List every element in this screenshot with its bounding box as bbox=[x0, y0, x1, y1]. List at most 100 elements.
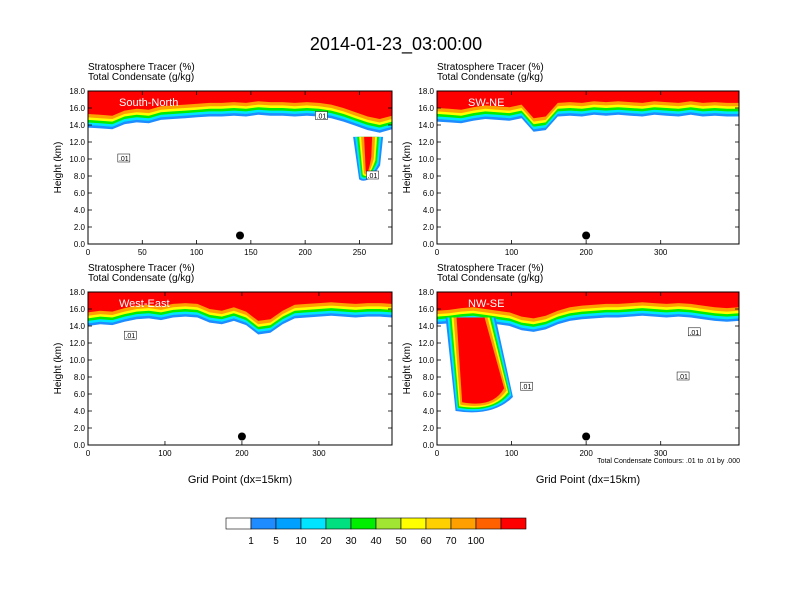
y-tick-label: 0.0 bbox=[423, 240, 435, 249]
contour-label-box bbox=[688, 327, 701, 337]
panel-header-tracer: Stratosphere Tracer (%) bbox=[437, 263, 544, 274]
y-tick-label: 2.0 bbox=[74, 424, 86, 433]
x-tick-label: 200 bbox=[579, 248, 593, 257]
y-tick-label: 14.0 bbox=[418, 322, 434, 331]
contour-label-box bbox=[315, 111, 328, 120]
y-tick-label: 6.0 bbox=[423, 390, 435, 399]
y-tick-label: 12.0 bbox=[418, 339, 434, 348]
x-tick-label: 100 bbox=[505, 449, 519, 458]
y-tick-label: 16.0 bbox=[418, 104, 434, 113]
y-tick-label: 4.0 bbox=[423, 206, 435, 215]
panel-label: West-East bbox=[119, 298, 170, 310]
y-tick-label: 14.0 bbox=[69, 121, 85, 130]
colorbar: 1 5 10 20 30 40 50 60 70 100 bbox=[225, 517, 527, 547]
chart-panel-1: Stratosphere Tracer (%)Total Condensate … bbox=[53, 62, 393, 257]
colorbar-swatch-11 bbox=[475, 517, 502, 530]
location-marker bbox=[236, 231, 244, 240]
colorbar-swatch-3 bbox=[275, 517, 302, 530]
x-tick-label: 250 bbox=[353, 248, 367, 257]
contour-footnote: Total Condensate Contours: .01 to .01 by… bbox=[597, 458, 740, 465]
y-tick-label: 10.0 bbox=[418, 155, 434, 164]
y-tick-label: 8.0 bbox=[74, 373, 86, 382]
y-tick-label: 0.0 bbox=[74, 441, 86, 450]
y-tick-label: 10.0 bbox=[69, 155, 85, 164]
y-axis-label: Height (km) bbox=[53, 343, 64, 395]
tracer-field bbox=[437, 91, 739, 132]
colorbar-swatch-2 bbox=[250, 517, 277, 530]
colorbar-swatch-8 bbox=[400, 517, 427, 530]
x-tick-label: 300 bbox=[312, 449, 326, 458]
location-marker bbox=[237, 432, 246, 441]
contour-label: .01 bbox=[678, 374, 688, 381]
panel-header-condensate: Total Condensate (g/kg) bbox=[88, 273, 194, 284]
y-tick-label: 14.0 bbox=[69, 322, 85, 331]
y-tick-label: 16.0 bbox=[69, 305, 85, 314]
colorbar-label: 10 bbox=[295, 536, 307, 547]
x-tick-label: 300 bbox=[654, 248, 668, 257]
x-tick-label: 0 bbox=[86, 449, 91, 458]
panel-header-condensate: Total Condensate (g/kg) bbox=[437, 273, 543, 284]
colorbar-swatch-12 bbox=[500, 517, 527, 530]
y-tick-label: 18.0 bbox=[418, 288, 434, 297]
panel-label: SW-NE bbox=[468, 97, 504, 109]
y-tick-label: 0.0 bbox=[74, 240, 86, 249]
colorbar-label: 50 bbox=[395, 536, 407, 547]
location-marker bbox=[582, 231, 591, 240]
x-tick-label: 50 bbox=[138, 248, 147, 257]
x-tick-label: 200 bbox=[298, 248, 312, 257]
contour-label-box bbox=[117, 153, 131, 163]
y-tick-label: 18.0 bbox=[418, 87, 434, 96]
x-tick-label: 200 bbox=[235, 449, 249, 458]
x-tick-label: 100 bbox=[158, 449, 172, 458]
contour-label: .01 bbox=[522, 384, 532, 391]
contour-label: .01 bbox=[317, 114, 327, 121]
colorbar-swatch-1 bbox=[225, 517, 252, 530]
colorbar-label: 40 bbox=[370, 536, 382, 547]
contour-label-box bbox=[520, 381, 533, 391]
y-tick-label: 0.0 bbox=[423, 441, 435, 450]
colorbar-swatch-5 bbox=[325, 517, 352, 530]
y-tick-label: 2.0 bbox=[423, 223, 435, 232]
tracer-field bbox=[437, 292, 739, 413]
tracer-band-6 bbox=[437, 292, 739, 319]
x-tick-label: 200 bbox=[579, 449, 593, 458]
panel-label: NW-SE bbox=[468, 298, 504, 310]
panel-header-condensate: Total Condensate (g/kg) bbox=[88, 72, 194, 83]
panel-label: South-North bbox=[119, 97, 178, 109]
plot-frame bbox=[87, 90, 393, 245]
y-axis-label: Height (km) bbox=[402, 343, 413, 395]
chart-panel-2: Stratosphere Tracer (%)Total Condensate … bbox=[402, 62, 740, 257]
y-axis-label: Height (km) bbox=[53, 142, 64, 194]
colorbar-label: 100 bbox=[468, 536, 485, 547]
y-tick-label: 4.0 bbox=[74, 407, 86, 416]
panel-header-tracer: Stratosphere Tracer (%) bbox=[88, 62, 195, 73]
contour-label-box bbox=[366, 170, 379, 180]
contour-label: .01 bbox=[125, 333, 135, 340]
y-tick-label: 8.0 bbox=[423, 373, 435, 382]
y-tick-label: 6.0 bbox=[74, 390, 86, 399]
colorbar-label: 20 bbox=[320, 536, 332, 547]
plot-frame bbox=[436, 90, 740, 245]
panel-header-tracer: Stratosphere Tracer (%) bbox=[88, 263, 195, 274]
x-tick-label: 0 bbox=[435, 248, 440, 257]
colorbar-swatch-9 bbox=[425, 517, 452, 530]
colorbar-swatch-7 bbox=[375, 517, 402, 530]
y-tick-label: 18.0 bbox=[69, 288, 85, 297]
x-axis-label: Grid Point (dx=15km) bbox=[188, 474, 292, 486]
colorbar-label: 70 bbox=[445, 536, 457, 547]
chart-panel-3: Stratosphere Tracer (%)Total Condensate … bbox=[53, 263, 393, 486]
y-tick-label: 4.0 bbox=[74, 206, 86, 215]
y-tick-label: 8.0 bbox=[423, 172, 435, 181]
colorbar-label: 30 bbox=[345, 536, 357, 547]
x-tick-label: 0 bbox=[86, 248, 91, 257]
plot-frame bbox=[436, 291, 740, 446]
colorbar-label: 1 bbox=[248, 536, 254, 547]
tracer-field bbox=[88, 292, 392, 335]
panel-header-condensate: Total Condensate (g/kg) bbox=[437, 72, 543, 83]
colorbar-label: 60 bbox=[420, 536, 432, 547]
x-tick-label: 0 bbox=[435, 449, 440, 458]
intrusion-plume-1-layer-6 bbox=[456, 317, 505, 404]
chart-panel-4: Stratosphere Tracer (%)Total Condensate … bbox=[402, 263, 740, 486]
y-tick-label: 14.0 bbox=[418, 121, 434, 130]
